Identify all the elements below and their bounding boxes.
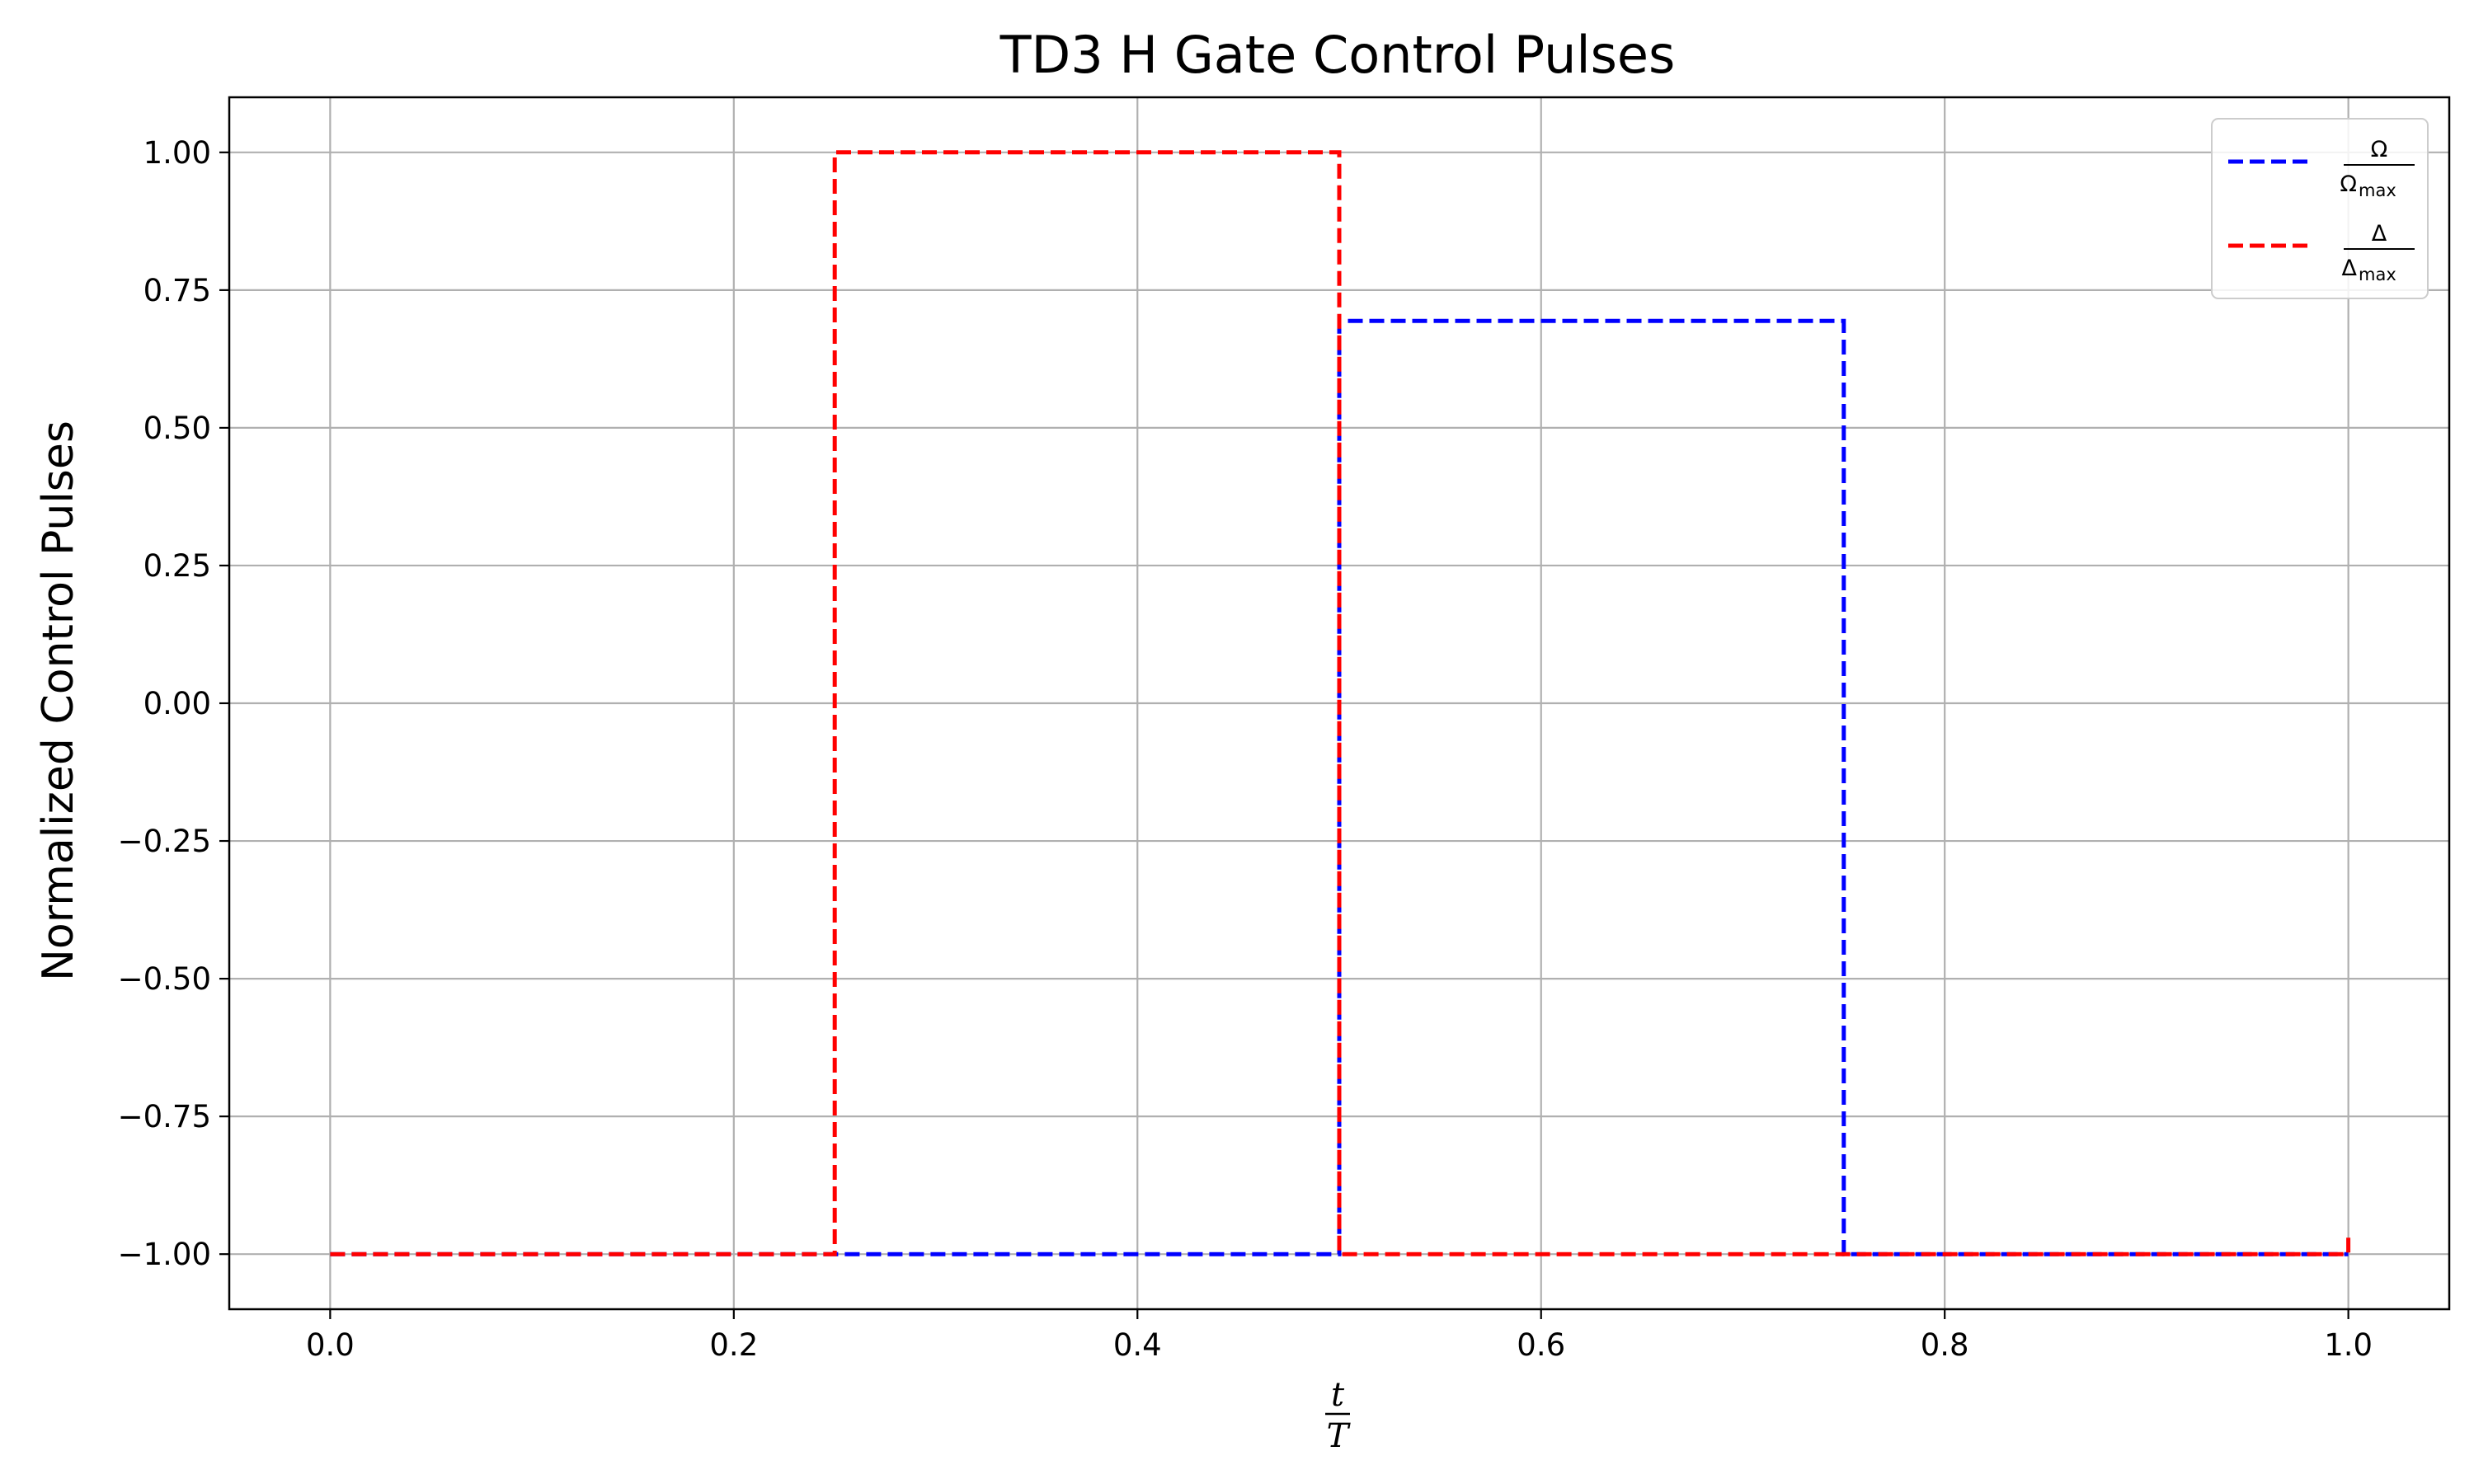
y-tick-label: −0.75 — [118, 1099, 211, 1134]
y-tick-label: 0.25 — [143, 548, 211, 584]
legend-delta-denominator-sub: max — [2359, 265, 2396, 284]
legend-delta-denominator: Δ — [2342, 256, 2358, 281]
legend-box — [2211, 118, 2429, 299]
chart-title: TD3 H Gate Control Pulses — [999, 25, 1676, 85]
legend-omega-numerator: Ω — [2371, 137, 2388, 162]
x-axis-label: t T — [1325, 1376, 1352, 1455]
x-axis-label-numerator: t — [1331, 1376, 1345, 1414]
legend-delta-numerator: Δ — [2372, 221, 2387, 247]
axis-ticks: 0.0 0.2 0.4 0.6 0.8 1.0 1.00 0.75 0.50 0.25 0.00 −0… — [118, 135, 2373, 1363]
y-tick-label: 0.75 — [143, 273, 211, 308]
legend-omega-denominator: Ω — [2340, 171, 2357, 197]
legend-entry-omega: Ω Ω max — [2228, 137, 2415, 200]
y-axis-label: Normalized Control Pulses — [34, 420, 83, 981]
x-tick-label: 0.4 — [1113, 1327, 1162, 1363]
x-tick-label: 0.0 — [306, 1327, 355, 1363]
x-tick-label: 0.6 — [1517, 1327, 1565, 1363]
legend: Ω Ω max Δ Δ max — [2211, 118, 2429, 299]
series-line-delta — [330, 150, 2351, 1256]
legend-omega-denominator-sub: max — [2359, 181, 2396, 200]
y-tick-label: −0.50 — [118, 961, 211, 997]
legend-entry-delta: Δ Δ max — [2228, 221, 2415, 284]
y-tick-label: 1.00 — [143, 135, 211, 171]
y-tick-label: −0.25 — [118, 824, 211, 859]
y-tick-label: −1.00 — [118, 1237, 211, 1272]
x-tick-label: 0.8 — [1921, 1327, 1969, 1363]
x-tick-label: 0.2 — [709, 1327, 758, 1363]
plot-series — [330, 150, 2351, 1256]
y-tick-label: 0.00 — [143, 686, 211, 721]
x-tick-label: 1.0 — [2324, 1327, 2373, 1363]
y-tick-label: 0.50 — [143, 411, 211, 446]
x-axis-label-denominator: T — [1327, 1417, 1352, 1455]
